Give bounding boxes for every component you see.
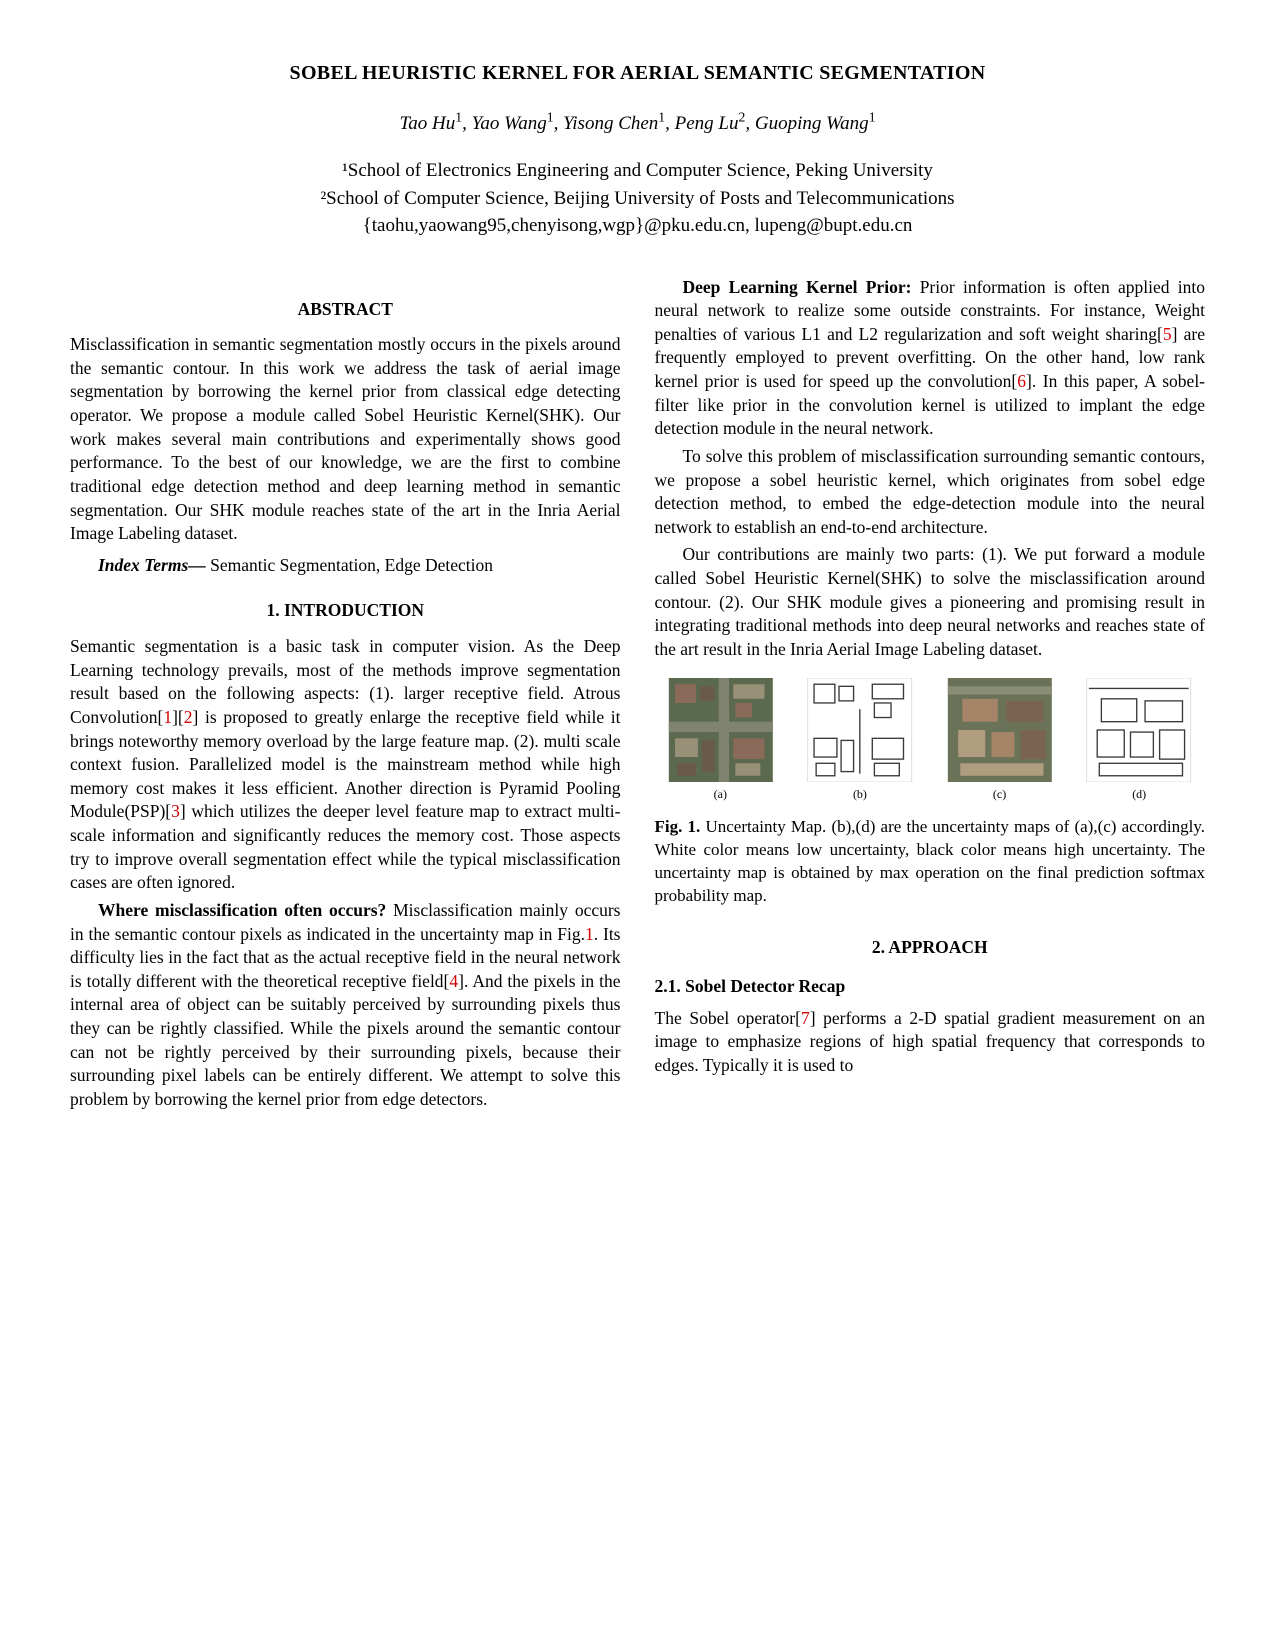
- cite-6[interactable]: 6: [1017, 371, 1026, 391]
- right-p1-lead: Deep Learning Kernel Prior:: [683, 277, 912, 297]
- panel-label-c: (c): [993, 786, 1006, 802]
- left-column: ABSTRACT Misclassification in semantic s…: [70, 276, 621, 1116]
- figure-1-caption-body: Uncertainty Map. (b),(d) are the uncerta…: [655, 817, 1206, 905]
- figure-1: (a): [655, 678, 1206, 908]
- intro-p2-lead: Where misclassification often occurs?: [98, 900, 386, 920]
- right-p2: To solve this problem of misclassificati…: [655, 445, 1206, 540]
- figure-1-panel-b: (b): [794, 678, 926, 802]
- two-column-layout: ABSTRACT Misclassification in semantic s…: [70, 276, 1205, 1116]
- abstract-heading: ABSTRACT: [70, 298, 621, 322]
- sub-2-1-heading: 2.1. Sobel Detector Recap: [655, 975, 1206, 999]
- cite-4[interactable]: 4: [449, 971, 458, 991]
- aerial-image-a: [655, 678, 787, 782]
- authors: Tao Hu1, Yao Wang1, Yisong Chen1, Peng L…: [70, 109, 1205, 137]
- uncertainty-map-b: [794, 678, 926, 782]
- cite-3[interactable]: 3: [171, 801, 180, 821]
- intro-p1: Semantic segmentation is a basic task in…: [70, 635, 621, 895]
- figref-1[interactable]: 1: [585, 924, 594, 944]
- cite-2[interactable]: 2: [184, 707, 193, 727]
- aerial-image-c: [934, 678, 1066, 782]
- index-terms: Index Terms— Semantic Segmentation, Edge…: [70, 554, 621, 578]
- right-column: Deep Learning Kernel Prior: Prior inform…: [655, 276, 1206, 1116]
- affil-line-2: ²School of Computer Science, Beijing Uni…: [70, 185, 1205, 213]
- cite-5[interactable]: 5: [1163, 324, 1172, 344]
- approach-heading: 2. APPROACH: [655, 936, 1206, 960]
- figure-1-panel-c: (c): [934, 678, 1066, 802]
- figure-1-panels: (a): [655, 678, 1206, 802]
- figure-1-caption-lead: Fig. 1.: [655, 817, 701, 836]
- cite-7[interactable]: 7: [801, 1008, 810, 1028]
- index-terms-body: Semantic Segmentation, Edge Detection: [206, 555, 493, 575]
- index-terms-label: Index Terms—: [98, 555, 206, 575]
- panel-label-b: (b): [853, 786, 867, 802]
- figure-1-panel-d: (d): [1073, 678, 1205, 802]
- right-p3: Our contributions are mainly two parts: …: [655, 543, 1206, 661]
- figure-1-caption: Fig. 1. Uncertainty Map. (b),(d) are the…: [655, 816, 1206, 908]
- author-text: Tao Hu1, Yao Wang1, Yisong Chen1, Peng L…: [399, 113, 875, 134]
- panel-label-a: (a): [714, 786, 727, 802]
- affiliations: ¹School of Electronics Engineering and C…: [70, 157, 1205, 240]
- cite-1[interactable]: 1: [163, 707, 172, 727]
- paper-title: SOBEL HEURISTIC KERNEL FOR AERIAL SEMANT…: [70, 60, 1205, 87]
- title-block: SOBEL HEURISTIC KERNEL FOR AERIAL SEMANT…: [70, 60, 1205, 240]
- intro-p2: Where misclassification often occurs? Mi…: [70, 899, 621, 1112]
- abstract-body: Misclassification in semantic segmentati…: [70, 333, 621, 546]
- panel-label-d: (d): [1132, 786, 1146, 802]
- uncertainty-map-d: [1073, 678, 1205, 782]
- sub-2-1-body: The Sobel operator[7] performs a 2-D spa…: [655, 1007, 1206, 1078]
- intro-heading: 1. INTRODUCTION: [70, 599, 621, 623]
- right-p1: Deep Learning Kernel Prior: Prior inform…: [655, 276, 1206, 441]
- affil-line-1: ¹School of Electronics Engineering and C…: [70, 157, 1205, 185]
- affil-line-3: {taohu,yaowang95,chenyisong,wgp}@pku.edu…: [70, 212, 1205, 240]
- figure-1-panel-a: (a): [655, 678, 787, 802]
